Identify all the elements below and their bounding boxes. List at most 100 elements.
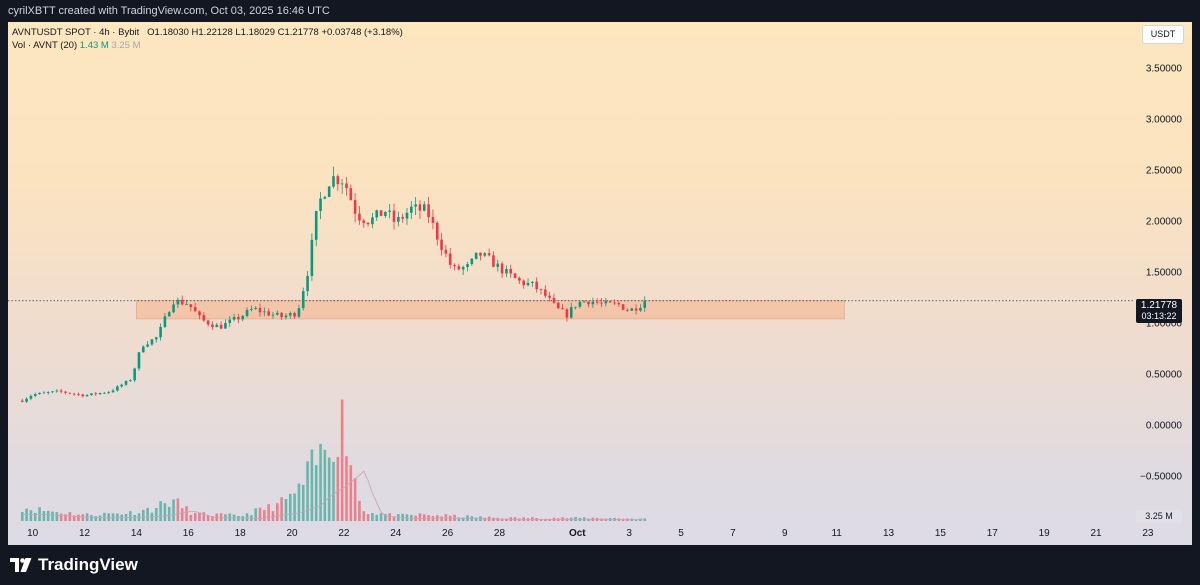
candle-body — [366, 222, 370, 225]
volume-bar — [33, 512, 37, 521]
volume-bar — [81, 514, 85, 521]
chart-area[interactable]: 3.50000 3.00000 2.50000 2.00000 1.50000 1.000… — [8, 22, 1192, 545]
candle-body — [539, 289, 543, 290]
candle-body — [548, 295, 551, 298]
volume-bar — [46, 510, 50, 521]
top-bar: cyrilXBTT created with TradingView.com, … — [0, 0, 1200, 22]
candle-body — [535, 281, 538, 290]
x-tick-label: 7 — [730, 528, 736, 539]
volume-bar — [29, 510, 33, 521]
volume-bar — [444, 514, 448, 521]
candle-body — [129, 380, 132, 382]
candle-body — [600, 302, 603, 304]
volume-bar — [219, 513, 223, 521]
candle-body — [617, 303, 621, 305]
candle-body — [474, 252, 478, 259]
close-value: C1.21778 — [277, 27, 319, 38]
symbol-label[interactable]: AVNTUSDT SPOT · 4h · Bybit — [12, 27, 140, 38]
volume-bar — [362, 511, 366, 521]
y-tick-label: 1.00000 — [1146, 319, 1183, 330]
volume-bar — [202, 512, 206, 521]
candle-body — [154, 337, 158, 340]
candle-body — [578, 301, 582, 307]
volume-bar — [64, 514, 67, 521]
volume-bars-layer — [20, 399, 647, 521]
candle-body — [604, 301, 608, 304]
candle-body — [68, 392, 72, 394]
candle-body — [224, 322, 227, 329]
candle-body — [237, 317, 240, 320]
candle-body — [587, 301, 590, 305]
candle-body — [206, 320, 210, 325]
volume-ma-line — [22, 470, 645, 521]
candle-body — [142, 346, 145, 353]
volume-bar — [172, 499, 175, 521]
volume-indicator-label[interactable]: Vol · AVNT (20) — [12, 40, 78, 51]
candle-body — [410, 206, 413, 213]
volume-bar — [297, 483, 301, 521]
candle-body — [245, 309, 249, 316]
y-tick-label: 3.00000 — [1146, 114, 1183, 125]
y-tick-label: 0.00000 — [1146, 421, 1183, 432]
volume-bar — [245, 513, 249, 521]
volume-bar — [176, 498, 180, 521]
candle-body — [176, 299, 180, 305]
currency-button[interactable]: USDT — [1142, 25, 1184, 44]
volume-bar — [90, 515, 93, 521]
candle-body — [38, 392, 41, 395]
volume-bar — [314, 465, 318, 521]
volume-bar — [288, 493, 292, 521]
candle-body — [258, 307, 262, 313]
volume-bar — [323, 449, 327, 521]
x-tick-label: 10 — [27, 528, 39, 539]
volume-bar — [77, 514, 80, 521]
candle-body — [574, 306, 577, 308]
volume-bar — [68, 512, 72, 521]
candle-body — [219, 324, 223, 329]
candle-body — [111, 390, 115, 393]
volume-bar — [142, 509, 145, 521]
volume-bar — [20, 512, 24, 521]
tradingview-brand[interactable]: TradingView — [10, 555, 138, 575]
candle-body — [146, 344, 149, 347]
volume-bar — [284, 498, 288, 521]
candle-body — [163, 316, 167, 327]
volume-bar — [392, 517, 396, 521]
candle-body — [254, 307, 257, 309]
x-tick-label: 13 — [883, 528, 895, 539]
candle-body — [59, 390, 63, 392]
candle-body — [77, 394, 80, 395]
volume-bar — [422, 514, 426, 521]
chart-svg: 3.50000 3.00000 2.50000 2.00000 1.50000 1.000… — [8, 63, 1183, 539]
volume-bar — [241, 516, 245, 521]
candle-body — [193, 306, 197, 312]
candle-body — [250, 308, 253, 310]
volume-bar — [263, 509, 266, 521]
candle-body — [639, 307, 642, 311]
candle-body — [85, 395, 89, 397]
candle-body — [565, 309, 569, 318]
candle-body — [569, 307, 573, 318]
candle-body — [492, 255, 495, 267]
x-tick-label: Oct — [569, 528, 586, 539]
candle-body — [314, 210, 318, 240]
candles-layer — [20, 166, 647, 403]
candle-body — [172, 304, 175, 313]
candle-body — [94, 393, 98, 395]
volume-bar — [397, 514, 400, 521]
volume-bar — [51, 511, 54, 521]
y-tick-label: 0.50000 — [1146, 370, 1183, 381]
candle-body — [310, 239, 314, 276]
candle-body — [319, 198, 322, 211]
candle-body — [384, 211, 387, 216]
candle-body — [271, 314, 275, 316]
volume-bar — [189, 514, 193, 521]
chart-caption: cyrilXBTT created with TradingView.com, … — [8, 5, 330, 17]
y-tick-label: 3.50000 — [1146, 63, 1183, 74]
volume-axis-tag: 3.25 M — [1136, 510, 1182, 523]
change-value: +0.03748 (+3.18%) — [321, 27, 403, 38]
volume-bar — [301, 484, 305, 521]
candle-body — [124, 381, 128, 385]
candle-body — [180, 299, 184, 305]
candle-body — [544, 289, 547, 296]
